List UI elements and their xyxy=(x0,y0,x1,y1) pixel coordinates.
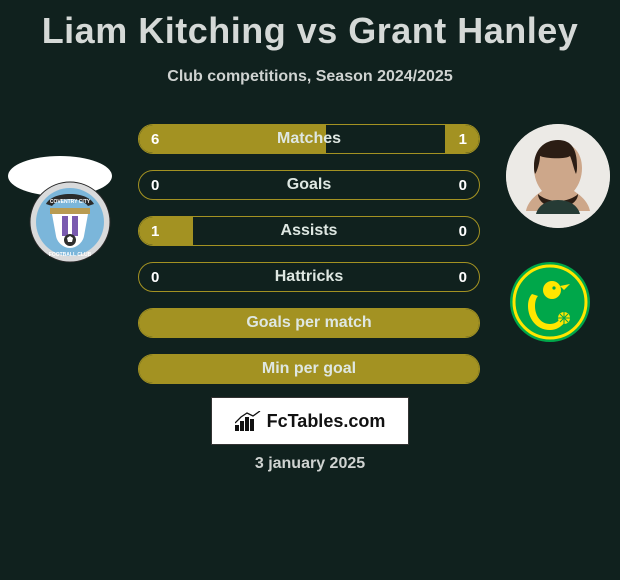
svg-text:FOOTBALL CLUB: FOOTBALL CLUB xyxy=(49,252,92,258)
stat-value-right: 0 xyxy=(459,171,467,199)
stat-row: Goals0 0 xyxy=(138,170,480,200)
stat-row: Min per goal xyxy=(138,354,480,384)
player-right-photo xyxy=(506,124,610,228)
stat-bars: Matches61Goals00Assists10Hattricks00Goal… xyxy=(138,124,480,400)
stat-label: Goals per match xyxy=(139,309,479,337)
stat-row: Goals per match xyxy=(138,308,480,338)
stat-label: Goals xyxy=(139,171,479,199)
stat-value-left: 0 xyxy=(151,263,159,291)
club-left-badge: COVENTRY CITY FOOTBALL CLUB xyxy=(28,180,112,264)
stat-value-right: 0 xyxy=(459,217,467,245)
page-title: Liam Kitching vs Grant Hanley xyxy=(0,0,620,52)
club-right-badge xyxy=(508,260,592,344)
branding-text: FcTables.com xyxy=(267,411,386,432)
stat-label: Hattricks xyxy=(139,263,479,291)
stat-label: Min per goal xyxy=(139,355,479,383)
stat-value-left: 6 xyxy=(151,125,159,153)
subtitle: Club competitions, Season 2024/2025 xyxy=(0,68,620,86)
branding-box: FcTables.com xyxy=(211,397,409,445)
stat-row: Hattricks0 0 xyxy=(138,262,480,292)
stat-label: Assists xyxy=(139,217,479,245)
svg-text:COVENTRY CITY: COVENTRY CITY xyxy=(50,199,91,205)
stat-value-left: 1 xyxy=(151,217,159,245)
stat-row: Assists1 0 xyxy=(138,216,480,246)
stat-row: Matches6 1 xyxy=(138,124,480,154)
fctables-logo-icon xyxy=(235,411,261,431)
stat-value-right: 1 xyxy=(459,125,467,153)
stat-value-left: 0 xyxy=(151,171,159,199)
stat-value-right: 0 xyxy=(459,263,467,291)
date-text: 3 january 2025 xyxy=(0,455,620,473)
stat-label: Matches xyxy=(139,125,479,153)
